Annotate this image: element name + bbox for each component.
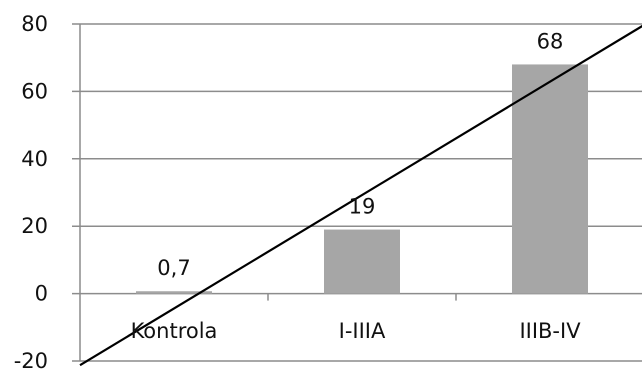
y-tick-label-3: 40 bbox=[21, 147, 48, 171]
y-tick-label-0: -20 bbox=[14, 349, 48, 371]
bar-kontrola bbox=[136, 291, 212, 294]
x-category-label-1: I-IIIA bbox=[339, 319, 386, 343]
y-tick-label-2: 20 bbox=[21, 214, 48, 238]
labels: -20 0 20 40 60 80 0,7 19 68 Kontrola I-IIIA IIIB-IV bbox=[14, 12, 582, 371]
data-label-0: 0,7 bbox=[157, 256, 190, 280]
data-label-1: 19 bbox=[349, 195, 376, 219]
trendline bbox=[79, 24, 642, 367]
y-tick-label-1: 0 bbox=[35, 282, 48, 306]
bar-i-iiia bbox=[324, 229, 400, 294]
y-tick-label-5: 80 bbox=[21, 12, 48, 36]
x-category-label-2: IIIB-IV bbox=[519, 319, 581, 343]
y-tick-label-4: 60 bbox=[21, 79, 48, 103]
x-category-label-0: Kontrola bbox=[131, 319, 218, 343]
bars bbox=[136, 64, 588, 294]
bar-iiib-iv bbox=[512, 64, 588, 294]
data-label-2: 68 bbox=[537, 29, 564, 53]
axes bbox=[79, 24, 457, 361]
trendline-group bbox=[79, 24, 642, 367]
